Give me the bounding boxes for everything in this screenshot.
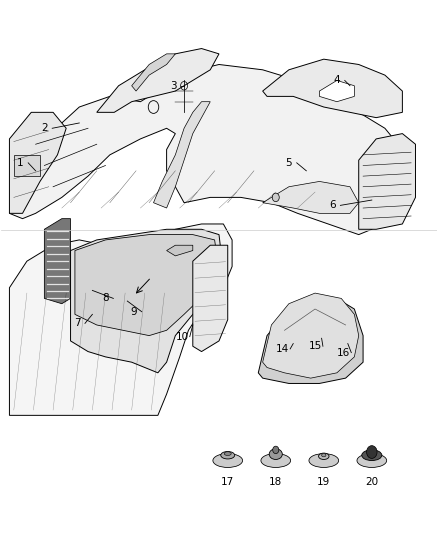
Ellipse shape [269,449,283,459]
Text: 3: 3 [170,81,177,91]
Ellipse shape [321,454,326,457]
Ellipse shape [357,454,387,467]
Polygon shape [10,112,66,213]
Circle shape [273,446,279,454]
Text: 8: 8 [102,293,109,303]
Polygon shape [258,298,363,383]
Text: 19: 19 [317,477,330,487]
Polygon shape [153,102,210,208]
Text: 4: 4 [334,76,340,85]
Text: 10: 10 [175,332,188,342]
Ellipse shape [318,453,329,459]
Text: 5: 5 [286,158,292,168]
Polygon shape [263,181,359,213]
Polygon shape [71,229,223,373]
Polygon shape [166,245,193,256]
Text: 15: 15 [308,341,321,351]
Ellipse shape [224,452,231,456]
Ellipse shape [309,454,339,467]
Text: 2: 2 [41,123,48,133]
FancyBboxPatch shape [14,155,40,176]
Text: 18: 18 [269,477,283,487]
Polygon shape [263,59,403,118]
Polygon shape [44,219,71,304]
Circle shape [272,193,279,201]
Circle shape [367,446,377,458]
Polygon shape [359,134,416,229]
Ellipse shape [362,450,382,461]
Polygon shape [75,235,219,336]
Text: 17: 17 [221,477,234,487]
Text: 6: 6 [329,200,336,211]
Ellipse shape [213,454,243,467]
Text: 16: 16 [337,348,350,358]
Polygon shape [97,49,219,112]
Polygon shape [263,293,359,378]
Polygon shape [319,80,354,102]
Polygon shape [10,224,232,415]
Ellipse shape [261,454,290,467]
Text: 20: 20 [365,477,378,487]
Polygon shape [193,245,228,352]
Polygon shape [132,54,175,91]
Text: 9: 9 [131,306,137,317]
Text: 7: 7 [74,318,81,328]
Text: 14: 14 [276,344,289,354]
Text: 1: 1 [17,158,24,168]
Polygon shape [10,64,411,235]
Ellipse shape [221,451,235,459]
